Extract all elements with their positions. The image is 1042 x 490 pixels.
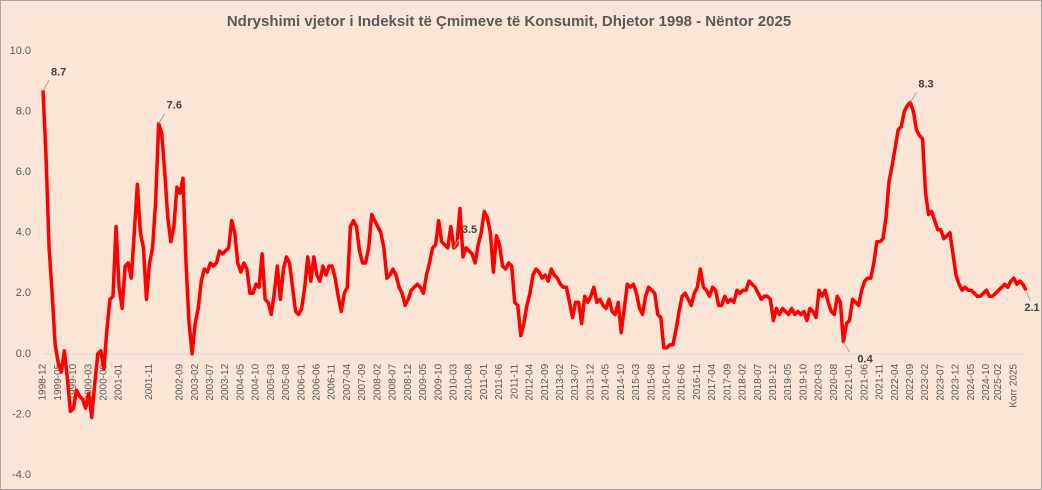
x-tick-label: 2025-02 xyxy=(993,363,1004,400)
x-tick-label: Korr 2025 xyxy=(1008,363,1019,407)
x-tick-label: 2021-06 xyxy=(859,363,870,400)
x-tick-label: 2003-12 xyxy=(220,363,231,400)
x-tick-label: 1999-10 xyxy=(68,363,79,400)
x-tick-label: 2009-05 xyxy=(418,363,429,400)
x-tick-label: 1998-12 xyxy=(38,363,49,400)
label-leader xyxy=(909,92,917,103)
x-tick-label: 2003-07 xyxy=(205,363,216,400)
x-tick-label: 2013-02 xyxy=(555,363,566,400)
x-tick-label: 2008-02 xyxy=(372,363,383,400)
x-tick-label: 2005-03 xyxy=(266,363,277,400)
x-tick-label: 2016-11 xyxy=(692,363,703,399)
x-tick-label: 2023-12 xyxy=(951,363,962,400)
label-leader xyxy=(42,80,50,91)
x-tick-label: 2010-03 xyxy=(448,363,459,400)
x-tick-label: 2013-07 xyxy=(570,363,581,400)
data-label: 3.5 xyxy=(462,224,477,236)
x-tick-label: 2010-08 xyxy=(464,363,475,400)
x-tick-label: 2023-07 xyxy=(935,363,946,400)
data-label: 8.3 xyxy=(918,78,933,90)
x-tick-label: 2024-05 xyxy=(966,363,977,400)
x-tick-label: 2007-04 xyxy=(342,363,353,400)
label-leader xyxy=(158,113,166,124)
label-leader xyxy=(453,237,461,249)
x-tick-label: 2005-08 xyxy=(281,363,292,400)
x-tick-label: 2016-06 xyxy=(677,363,688,400)
data-label: 7.6 xyxy=(167,100,182,112)
chart-title: Ndryshimi vjetor i Indeksit të Çmimeve t… xyxy=(227,13,791,30)
x-tick-label: 2020-08 xyxy=(829,363,840,400)
x-tick-label: 2011-01 xyxy=(479,363,490,399)
x-tick-label: 2018-02 xyxy=(738,363,749,400)
x-tick-label: 2011-11 xyxy=(509,363,520,399)
x-tick-label: 2014-05 xyxy=(601,363,612,400)
y-tick-label: 2.0 xyxy=(16,287,31,299)
x-tick-label: 2008-12 xyxy=(403,363,414,400)
label-leader xyxy=(842,341,850,353)
x-tick-label: 2000-08 xyxy=(99,363,110,400)
x-tick-label: 2020-03 xyxy=(814,363,825,400)
x-tick-label: 2002-09 xyxy=(175,363,186,400)
x-tick-label: 1999-05 xyxy=(53,363,64,400)
y-tick-label: 4.0 xyxy=(16,227,31,239)
x-tick-label: 2012-04 xyxy=(525,363,536,400)
x-tick-label: 2015-03 xyxy=(631,363,642,400)
x-tick-label: 2004-10 xyxy=(251,363,262,400)
x-tick-label: 2015-08 xyxy=(646,363,657,400)
data-line xyxy=(41,90,1028,420)
x-tick-label: 2018-12 xyxy=(768,363,779,400)
x-tick-label: 2011-06 xyxy=(494,363,505,399)
x-tick-label: 2022-09 xyxy=(905,363,916,400)
x-tick-label: 2008-07 xyxy=(388,363,399,400)
x-tick-label: 2022-04 xyxy=(890,363,901,400)
x-tick-label: 2018-07 xyxy=(753,363,764,400)
x-tick-label: 2019-10 xyxy=(798,363,809,400)
y-tick-label: -4.0 xyxy=(12,469,31,481)
x-tick-label: 2013-12 xyxy=(585,363,596,400)
x-tick-label: 2003-02 xyxy=(190,363,201,400)
data-label: 0.4 xyxy=(857,354,873,366)
x-tick-label: 2016-01 xyxy=(662,363,673,400)
x-tick-label: 2006-01 xyxy=(296,363,307,400)
x-tick-label: 2007-09 xyxy=(357,363,368,400)
y-tick-label: 8.0 xyxy=(16,105,31,117)
y-tick-label: -2.0 xyxy=(12,408,31,420)
x-tick-label: 2009-10 xyxy=(433,363,444,400)
x-tick-label: 2001-11 xyxy=(144,363,155,399)
x-tick-label: 2006-11 xyxy=(327,363,338,399)
y-tick-label: 0.0 xyxy=(16,348,31,360)
x-tick-label: 2012-09 xyxy=(540,363,551,400)
label-leader xyxy=(1025,290,1031,301)
x-tick-label: 2023-02 xyxy=(920,363,931,400)
x-tick-label: 2021-11 xyxy=(875,363,886,399)
data-label: 2.1 xyxy=(1024,302,1039,314)
x-tick-label: 2021-01 xyxy=(844,363,855,400)
x-tick-label: 2000-03 xyxy=(83,363,94,400)
x-tick-label: 2006-06 xyxy=(312,363,323,400)
y-tick-label: 10.0 xyxy=(10,45,31,57)
x-tick-label: 2004-05 xyxy=(235,363,246,400)
x-tick-label: 2019-05 xyxy=(783,363,794,400)
x-tick-label: 2017-04 xyxy=(707,363,718,400)
y-tick-label: 6.0 xyxy=(16,166,31,178)
x-tick-label: 2001-01 xyxy=(114,363,125,400)
x-tick-label: 2014-10 xyxy=(616,363,627,400)
data-label: 8.7 xyxy=(51,66,66,78)
x-tick-label: 2017-09 xyxy=(722,363,733,400)
x-tick-label: 2024-10 xyxy=(981,363,992,400)
